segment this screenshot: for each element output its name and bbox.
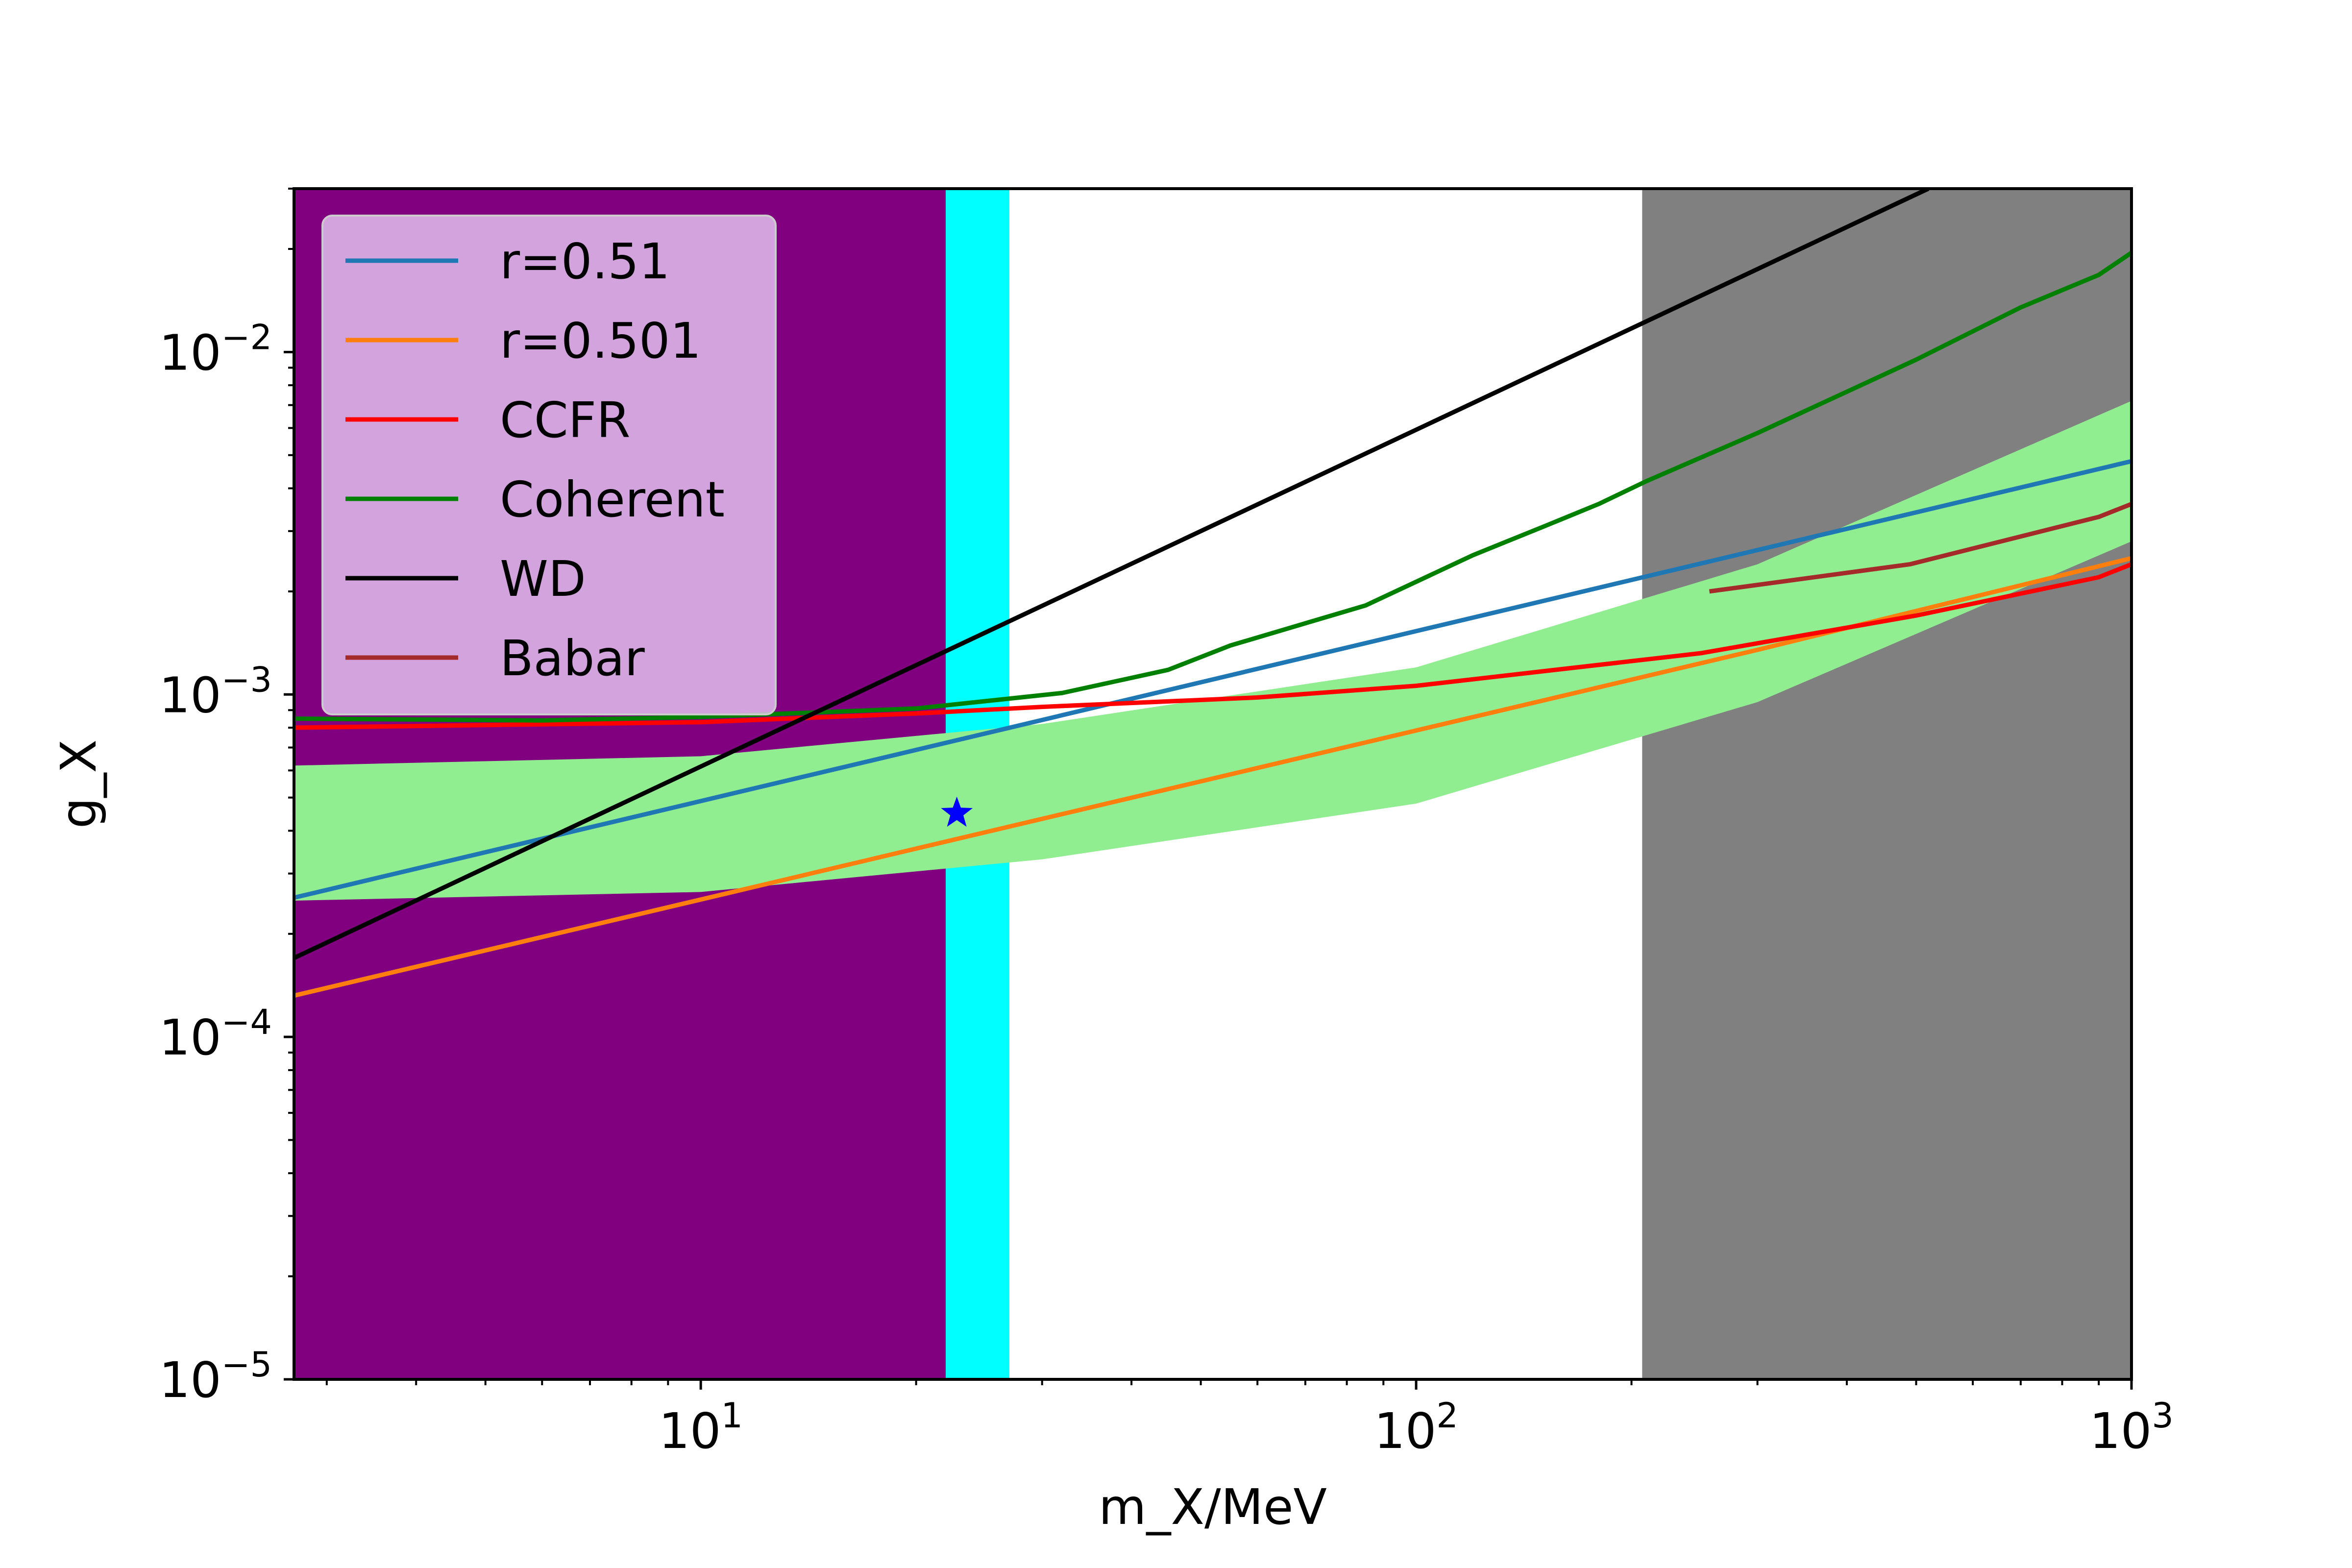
legend-label-1: r=0.501 bbox=[500, 312, 701, 369]
legend-label-0: r=0.51 bbox=[500, 233, 670, 290]
legend-label-5: Babar bbox=[500, 630, 645, 687]
y-tick-label-2: 10−3 bbox=[159, 660, 272, 724]
legend-label-3: Coherent bbox=[500, 471, 725, 528]
x-tick-label-2: 103 bbox=[2089, 1396, 2174, 1460]
series-line-4 bbox=[294, 189, 1930, 960]
shaded-region-2 bbox=[1642, 189, 2132, 1379]
y-tick-label-1: 10−4 bbox=[159, 1002, 272, 1066]
green-band bbox=[294, 401, 2132, 901]
x-tick-label-1: 102 bbox=[1374, 1396, 1458, 1460]
series-line-5 bbox=[1709, 502, 2132, 594]
series-line-0 bbox=[294, 459, 2132, 900]
y-tick-label-0: 10−5 bbox=[159, 1345, 272, 1409]
star-marker-0 bbox=[941, 796, 973, 827]
y-tick-label-3: 10−2 bbox=[159, 317, 272, 381]
legend-label-4: WD bbox=[500, 550, 586, 608]
series-line-3 bbox=[294, 251, 2132, 723]
x-tick-label-0: 101 bbox=[659, 1396, 743, 1460]
axis-ticks: 101 102 103 10−5 10−4 10−3 10−2 bbox=[159, 188, 2174, 1460]
plot-frame bbox=[293, 187, 2133, 1381]
x-axis-label: m_X/MeV bbox=[1099, 1478, 1327, 1536]
y-axis-label: g_X bbox=[50, 739, 107, 829]
series-line-1 bbox=[294, 556, 2132, 998]
legend-label-2: CCFR bbox=[500, 392, 631, 449]
legend: r=0.51 r=0.501 CCFR Coherent WD Babar bbox=[321, 215, 777, 715]
